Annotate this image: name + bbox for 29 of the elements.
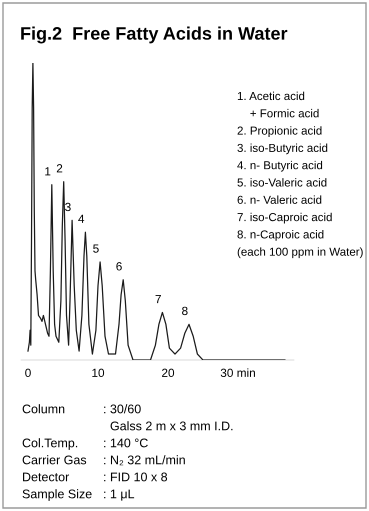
text: Carrier Gas : N₂ 32 mL/min (22, 455, 185, 466)
text: Column : 30/60 (22, 404, 141, 414)
annotation: 3. iso-Butyric acid (237, 144, 328, 154)
annotation: 8 (182, 306, 188, 316)
text: Detector : FID 10 x 8 (23, 472, 168, 482)
annotation: 7. iso-Caproic acid (238, 212, 332, 224)
x-tick-label: 30 min (220, 368, 255, 378)
x-tick-label: 20 (162, 368, 174, 378)
annotation: 5 (93, 244, 99, 253)
annotation: 4. n- Butyric acid (237, 160, 322, 172)
x-tick-label: 0 (25, 368, 31, 378)
annotation: 8. n-Caproic acid (238, 230, 324, 241)
annotation: + Formic acid (250, 108, 319, 118)
annotation: 1 (45, 167, 50, 176)
text: Sample Size : 1 μL (22, 489, 134, 501)
annotation: 1. Acetic acid (238, 92, 304, 100)
text: Galss 2 m x 3 mm I.D. (110, 421, 232, 430)
annotation: 6 (116, 262, 122, 271)
annotation: 3 (65, 202, 71, 212)
annotation: 7 (156, 294, 161, 304)
annotation: 6. n- Valeric acid (238, 195, 322, 204)
annotation: 4 (78, 214, 84, 223)
text: Col.Temp. : 140 °C (22, 438, 148, 450)
chart-title: Fig.2 Free Fatty Acids in Water (21, 26, 288, 44)
x-tick-label: 10 (92, 368, 104, 378)
annotation: 5. iso-Valeric acid (237, 178, 326, 187)
annotation: 2 (56, 164, 62, 172)
annotation: 2. Propionic acid (238, 126, 322, 137)
annotation: (each 100 ppm in Water) (238, 247, 363, 258)
